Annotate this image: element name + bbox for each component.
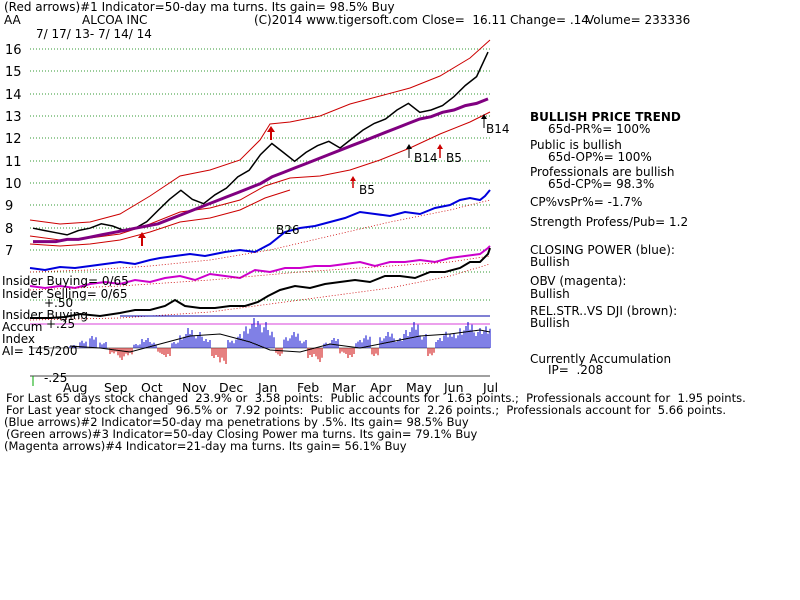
closing-power-status: Bullish — [530, 255, 570, 269]
copyright: (C)2014 www.tigersoft.com — [254, 13, 418, 27]
public-status: Public is bullish — [530, 138, 622, 152]
y-tick-13: 13 — [5, 110, 22, 125]
pr-value: 65d-PR%= 100% — [548, 122, 651, 136]
x-tick-mar: Mar — [332, 380, 356, 395]
footer-line4: (Green arrows)#3 Indicator=50-day Closin… — [6, 427, 478, 441]
x-tick-apr: Apr — [370, 380, 392, 395]
x-tick-sep: Sep — [104, 380, 128, 395]
insider-buying-1: Insider Buying= 0/65 — [2, 274, 129, 288]
y-tick-7: 7 — [5, 244, 13, 259]
lower-band — [29, 111, 491, 241]
relstr-line — [30, 247, 491, 319]
signal-b26: B26 — [276, 223, 300, 237]
footer-line1: For Last 65 days stock changed 23.9% or … — [6, 391, 746, 405]
accum-tick-p50: +.50 — [44, 296, 74, 310]
accum-ma — [69, 329, 491, 353]
y-tick-12: 12 — [5, 132, 22, 147]
ticker: AA — [4, 13, 21, 27]
price-gridlines — [30, 48, 490, 301]
x-tick-feb: Feb — [297, 380, 319, 395]
signal-b5-1: B5 — [359, 183, 375, 197]
footer-line5: (Magenta arrows)#4 Indicator=21-day ma t… — [4, 439, 407, 453]
lower-band-2 — [29, 189, 291, 247]
x-tick-jul: Jul — [482, 380, 498, 395]
relstr-label: REL.STR..VS DJI (brown): — [530, 304, 678, 318]
y-tick-11: 11 — [5, 155, 22, 170]
strength-value: Strength Profess/Pub= 1.2 — [530, 215, 689, 229]
accum-histogram — [69, 318, 491, 364]
footer-line2: For Last year stock changed 96.5% or 7.9… — [6, 403, 726, 417]
pros-status: Professionals are bullish — [530, 165, 675, 179]
ma50-line — [33, 97, 489, 244]
closing-power-line — [29, 189, 491, 272]
y-tick-15: 15 — [5, 65, 22, 80]
closing-power-ma — [29, 199, 491, 273]
insider-buying-2: Insider Buying — [2, 308, 88, 322]
obv-ma — [29, 255, 491, 291]
y-axis-labels: 16 15 14 13 12 11 10 9 8 7 — [5, 43, 22, 259]
obv-line — [29, 245, 491, 290]
insider-selling: Insider Selling= 0/65 — [2, 287, 128, 301]
x-tick-jun: Jun — [443, 380, 464, 395]
y-tick-9: 9 — [5, 199, 13, 214]
accum-tick-p25: +.25 — [46, 317, 76, 331]
op-value: 65d-OP%= 100% — [548, 150, 652, 164]
y-tick-8: 8 — [5, 222, 13, 237]
x-tick-jan: Jan — [257, 380, 277, 395]
closing-power-label: CLOSING POWER (blue): — [530, 243, 675, 257]
upper-band — [29, 39, 491, 225]
cp-value: 65d-CP%= 98.3% — [548, 177, 655, 191]
x-tick-aug: Aug — [63, 380, 87, 395]
footer-line3: (Blue arrows)#2 Indicator=50-day ma pene… — [4, 415, 469, 429]
company-name: ALCOA INC — [82, 13, 148, 27]
signal-b14-2: B14 — [486, 122, 510, 136]
y-tick-14: 14 — [5, 88, 22, 103]
y-tick-16: 16 — [5, 43, 22, 58]
cpvspr-value: CP%vsPr%= -1.7% — [530, 195, 643, 209]
signal-b14-1: B14 — [414, 151, 438, 165]
index-label: Index — [2, 332, 36, 346]
x-tick-oct: Oct — [141, 380, 163, 395]
obv-label: OBV (magenta): — [530, 274, 627, 288]
volume-value: Volume= 233336 — [586, 13, 691, 27]
y-tick-10: 10 — [5, 177, 22, 192]
header-line1: (Red arrows)#1 Indicator=50-day ma turns… — [4, 0, 395, 14]
obv-status: Bullish — [530, 287, 570, 301]
trend-title: BULLISH PRICE TREND — [530, 110, 681, 124]
relstr-ma — [29, 263, 491, 321]
close-value: Close= 16.11 — [422, 13, 507, 27]
x-tick-may: May — [406, 380, 432, 395]
date-range: 7/ 17/ 13- 7/ 14/ 14 — [36, 27, 152, 41]
ip-value: IP= .208 — [548, 363, 604, 377]
x-tick-dec: Dec — [219, 380, 243, 395]
accum-tick-m25: -.25 — [44, 371, 68, 385]
change-value: Change= .14 — [510, 13, 589, 27]
price-line — [32, 51, 489, 236]
signal-arrows: B5 B14 B5 B14 B26 — [138, 114, 510, 246]
accum-label: Accum — [2, 320, 43, 334]
relstr-status: Bullish — [530, 316, 570, 330]
signal-b5-2: B5 — [446, 151, 462, 165]
ai-value: AI= 145/200 — [2, 344, 78, 358]
accum-status: Currently Accumulation — [530, 352, 672, 366]
x-tick-nov: Nov — [182, 380, 207, 395]
x-axis-labels: Aug Sep Oct Nov Dec Jan Feb Mar Apr May … — [63, 380, 498, 395]
